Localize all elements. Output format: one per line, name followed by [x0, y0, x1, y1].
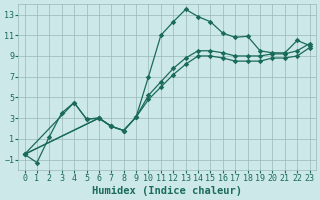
X-axis label: Humidex (Indice chaleur): Humidex (Indice chaleur)	[92, 186, 242, 196]
